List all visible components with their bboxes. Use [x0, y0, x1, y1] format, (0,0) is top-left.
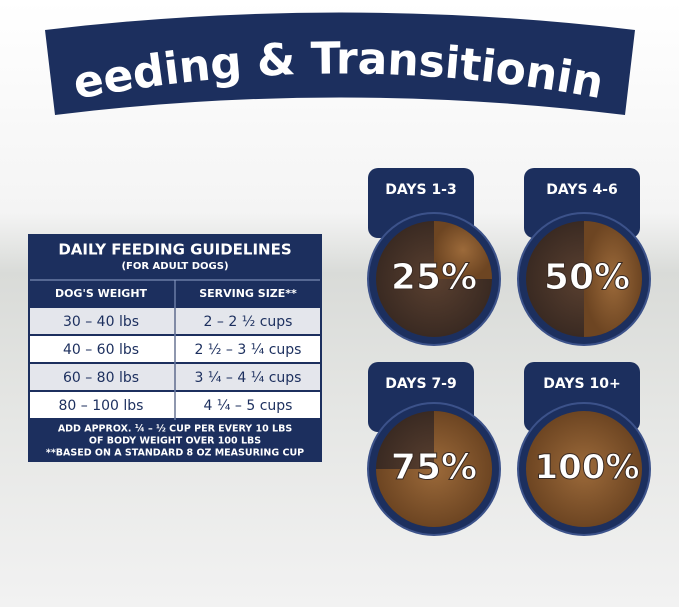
table-title: DAILY FEEDING GUIDELINES [58, 241, 291, 259]
table-cell: 2 ½ – 3 ¼ cups [195, 342, 302, 358]
table-cell: 2 – 2 ½ cups [204, 314, 293, 330]
table-note: OF BODY WEIGHT OVER 100 LBS [89, 436, 261, 447]
kibble-portion [526, 411, 642, 527]
column-header: SERVING SIZE** [199, 287, 297, 300]
feeding-table: DAILY FEEDING GUIDELINES (FOR ADULT DOGS… [28, 234, 322, 462]
table-note: ADD APPROX. ¼ – ½ CUP PER EVERY 10 LBS [58, 424, 293, 435]
card-percent: 75% [391, 447, 477, 488]
transition-card: DAYS 1-3 25% [367, 168, 501, 346]
table-cell: 4 ¼ – 5 cups [204, 398, 293, 414]
table-rows: 30 – 40 lbs 2 – 2 ½ cups 40 – 60 lbs 2 ½ – … [30, 308, 320, 418]
table-note: **BASED ON A STANDARD 8 OZ MEASURING CUP [46, 448, 304, 459]
card-percent: 50% [544, 257, 630, 298]
card-days: DAYS 10+ [543, 376, 620, 392]
transition-card: DAYS 7-9 75% [367, 362, 501, 536]
table-cell: 80 – 100 lbs [59, 398, 144, 414]
card-percent: 100% [534, 448, 639, 488]
kibble-portion [376, 411, 492, 527]
kibble-portion [434, 221, 492, 279]
kibble-portion [584, 221, 642, 337]
table-cell: 30 – 40 lbs [63, 314, 139, 330]
table-cell: 60 – 80 lbs [63, 370, 139, 386]
table-cell: 3 ¼ – 4 ¼ cups [195, 370, 302, 386]
title-banner [45, 12, 635, 115]
card-days: DAYS 4-6 [546, 182, 618, 198]
card-days: DAYS 1-3 [385, 182, 457, 198]
transition-card: DAYS 4-6 50% [517, 168, 651, 346]
card-percent: 25% [391, 257, 477, 298]
transition-card: DAYS 10+ 100% [517, 362, 651, 536]
table-subtitle: (FOR ADULT DOGS) [121, 261, 228, 272]
table-cell: 40 – 60 lbs [63, 342, 139, 358]
card-days: DAYS 7-9 [385, 376, 457, 392]
column-header: DOG'S WEIGHT [55, 287, 148, 300]
